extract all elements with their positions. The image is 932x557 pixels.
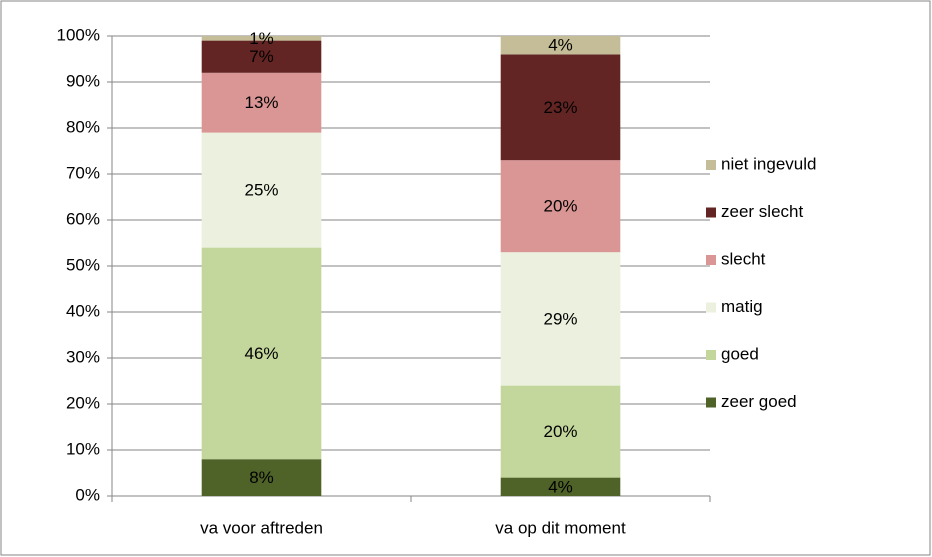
data-label: 4% — [548, 477, 573, 496]
data-label: 29% — [543, 309, 577, 328]
bar-segment — [500, 385, 621, 478]
legend-swatch — [706, 207, 716, 218]
legend-label: zeer goed — [721, 392, 797, 411]
legend-label: goed — [721, 344, 759, 363]
bar-segment — [201, 132, 322, 248]
data-label: 13% — [244, 93, 278, 112]
bar-segment — [500, 160, 621, 253]
bar-segment — [201, 459, 322, 496]
data-label: 8% — [249, 468, 274, 487]
y-tick-label: 30% — [66, 347, 100, 366]
legend-label: niet ingevuld — [721, 154, 816, 173]
x-tick-label: va voor aftreden — [200, 518, 323, 537]
data-label: 20% — [543, 197, 577, 216]
y-tick-label: 40% — [66, 301, 100, 320]
y-tick-label: 100% — [57, 25, 100, 44]
bar-segment — [201, 40, 322, 73]
y-tick-label: 10% — [66, 439, 100, 458]
legend-label: zeer slecht — [721, 202, 803, 221]
legend-swatch — [706, 350, 716, 360]
y-tick-label: 20% — [66, 393, 100, 412]
y-tick-label: 80% — [66, 117, 100, 136]
bar-segment — [500, 252, 621, 386]
data-label: 4% — [548, 36, 573, 55]
data-label: 1% — [249, 29, 274, 48]
legend-swatch — [706, 160, 716, 170]
y-tick-label: 90% — [66, 71, 100, 90]
bar-segment — [500, 54, 621, 161]
y-tick-label: 0% — [75, 485, 100, 504]
bar-segment — [201, 72, 322, 133]
legend-label: slecht — [721, 249, 766, 268]
y-tick-label: 50% — [66, 255, 100, 274]
data-label: 23% — [543, 98, 577, 117]
data-label: 25% — [244, 181, 278, 200]
y-tick-label: 70% — [66, 163, 100, 182]
legend-swatch — [706, 255, 716, 265]
y-tick-label: 60% — [66, 209, 100, 228]
bar-segment — [201, 36, 322, 41]
legend-swatch — [706, 397, 716, 408]
bar-segment — [201, 247, 322, 460]
bar-segment — [500, 36, 621, 55]
data-label: 46% — [244, 344, 278, 363]
data-label: 7% — [249, 47, 274, 66]
x-tick-label: va op dit moment — [495, 518, 626, 537]
legend-label: matig — [721, 297, 763, 316]
data-label: 20% — [543, 422, 577, 441]
bar-segment — [500, 477, 621, 496]
legend-swatch — [706, 302, 716, 313]
